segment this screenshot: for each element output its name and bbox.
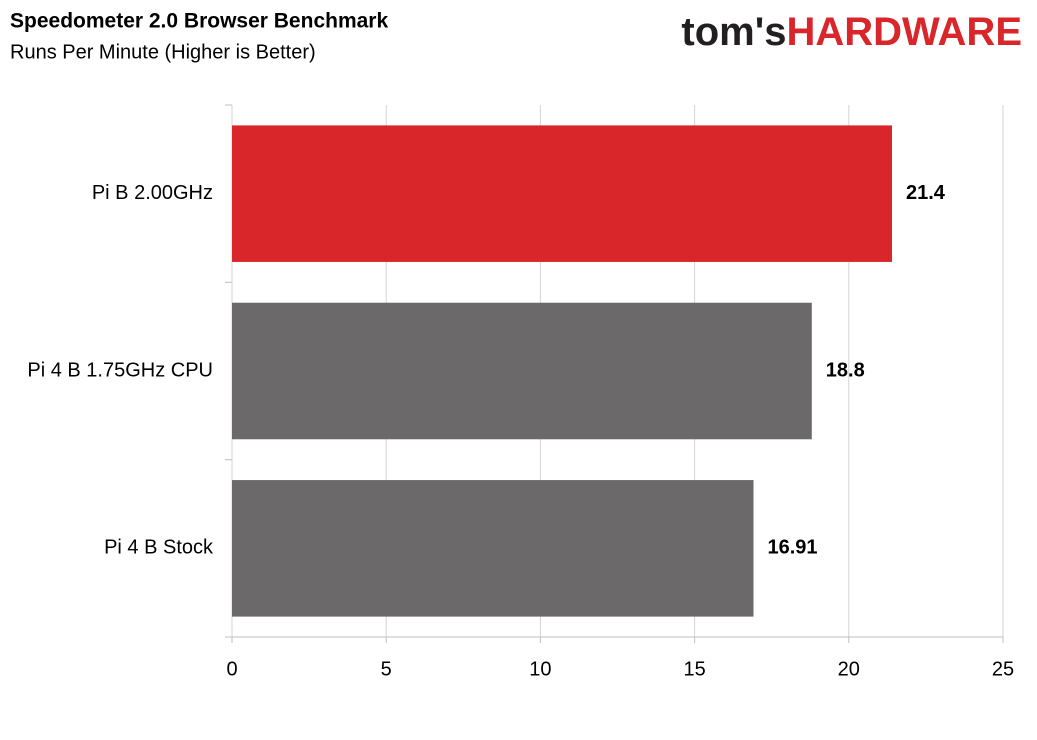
x-tick-label: 15 bbox=[683, 658, 705, 680]
x-tick-label: 0 bbox=[226, 658, 237, 680]
value-label: 16.91 bbox=[768, 537, 818, 559]
bar bbox=[232, 302, 812, 440]
x-tick-label: 10 bbox=[529, 658, 551, 680]
logo: tom'sHARDWARE bbox=[681, 10, 1022, 54]
chart-subtitle: Runs Per Minute (Higher is Better) bbox=[10, 41, 316, 63]
logo-accent: HARDWARE bbox=[786, 10, 1022, 54]
x-tick-label: 25 bbox=[992, 658, 1014, 680]
bar bbox=[232, 480, 754, 617]
y-tick-label: Pi B 2.00GHz bbox=[92, 182, 213, 204]
y-tick-label: Pi 4 B Stock bbox=[104, 537, 214, 559]
value-label: 21.4 bbox=[906, 182, 946, 204]
chart-title: Speedometer 2.0 Browser Benchmark bbox=[10, 10, 388, 33]
bar bbox=[232, 125, 892, 262]
value-label: 18.8 bbox=[826, 359, 865, 381]
y-tick-label: Pi 4 B 1.75GHz CPU bbox=[27, 359, 213, 381]
x-tick-label: 5 bbox=[381, 658, 392, 680]
x-tick-label: 20 bbox=[838, 658, 860, 680]
logo-name: tom's bbox=[681, 10, 786, 54]
